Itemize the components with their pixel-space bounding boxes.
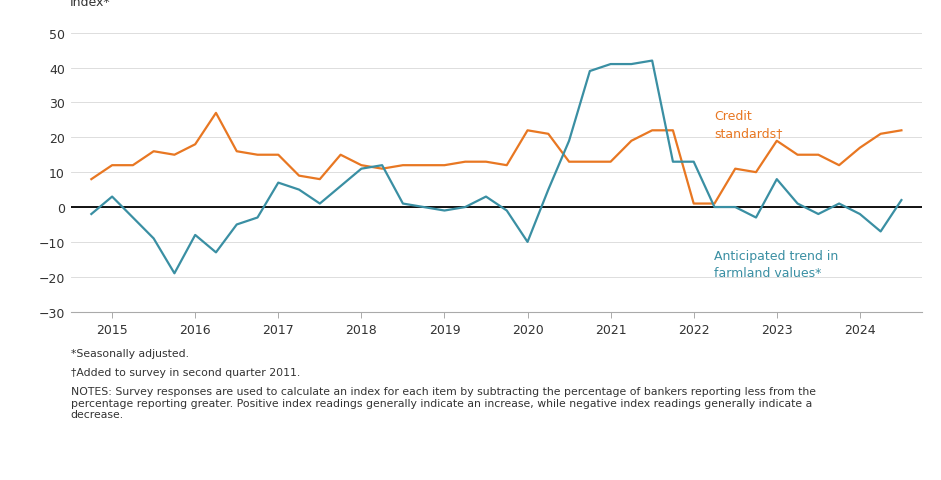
Text: Credit
standards†: Credit standards†: [714, 110, 783, 140]
Text: Anticipated trend in
farmland values*: Anticipated trend in farmland values*: [714, 250, 838, 279]
Text: †Added to survey in second quarter 2011.: †Added to survey in second quarter 2011.: [71, 367, 300, 377]
Text: NOTES: Survey responses are used to calculate an index for each item by subtract: NOTES: Survey responses are used to calc…: [71, 386, 816, 420]
Text: *Seasonally adjusted.: *Seasonally adjusted.: [71, 348, 188, 358]
Text: Index*: Index*: [70, 0, 110, 9]
